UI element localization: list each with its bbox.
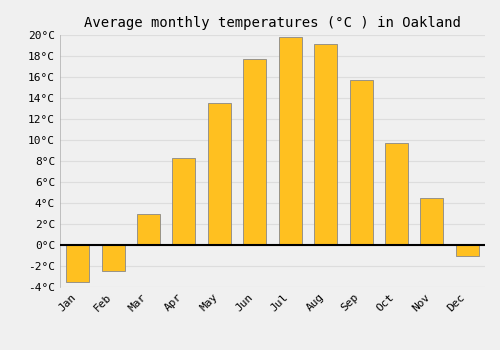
Bar (244, 59, 266, 245)
Bar (350, 80, 372, 245)
Title: Average monthly temperatures (°C ) in Oakland: Average monthly temperatures (°C ) in Oa… (84, 16, 461, 30)
Bar (420, 198, 444, 245)
Bar (314, 44, 337, 245)
Bar (102, 245, 124, 271)
Bar (208, 103, 231, 245)
Bar (66, 245, 89, 282)
Bar (278, 37, 301, 245)
Bar (137, 214, 160, 245)
Bar (385, 143, 408, 245)
Bar (456, 245, 479, 255)
Bar (172, 158, 196, 245)
